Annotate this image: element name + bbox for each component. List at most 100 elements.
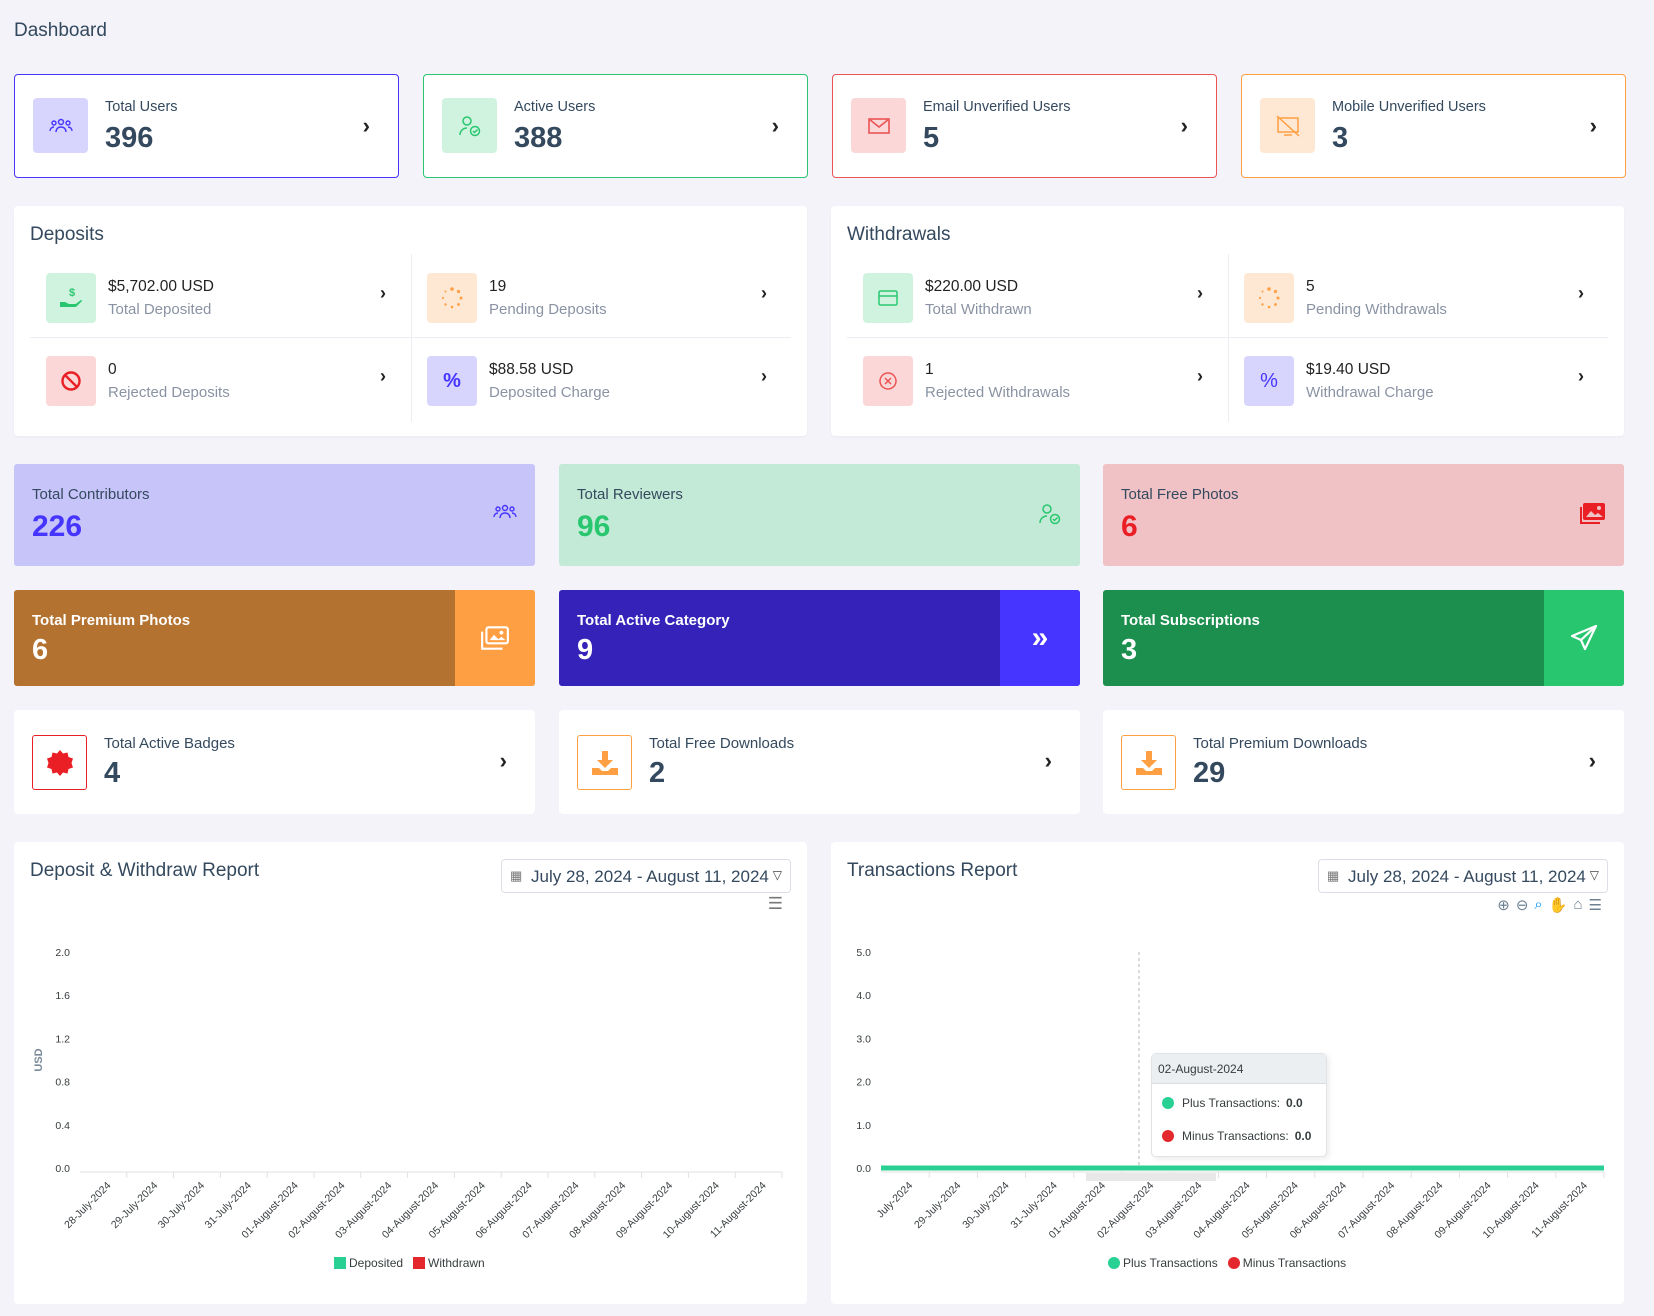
y-tick-label: 1.6 [55, 990, 70, 1002]
total-withdrawn-item[interactable]: $220.00 USD Total Withdrawn › [847, 256, 1227, 338]
rejected-withdrawals-item[interactable]: 1 Rejected Withdrawals › [847, 339, 1227, 421]
stat-total-active-badges[interactable]: Total Active Badges 4 › [14, 710, 535, 814]
stat-label: Total Active Badges [104, 735, 235, 752]
chevron-right-icon[interactable]: › [362, 113, 370, 138]
home-reset-icon[interactable]: ⌂ [1573, 896, 1583, 913]
user-check-icon [442, 98, 497, 153]
label: Pending Deposits [489, 301, 607, 318]
stat-total-free-photos[interactable]: Total Free Photos 6 [1103, 464, 1624, 566]
widget-value: 5 [923, 122, 940, 154]
label: Total Withdrawn [925, 301, 1032, 318]
widget-email-unverified[interactable]: Email Unverified Users 5 › [832, 74, 1217, 178]
stat-total-active-category[interactable]: Total Active Category 9 » [559, 590, 1080, 686]
rejected-deposits-item[interactable]: 0 Rejected Deposits › [30, 339, 410, 421]
stat-value: 9 [577, 634, 594, 666]
y-tick-label: 0.4 [55, 1120, 70, 1132]
chevron-right-icon[interactable]: › [1578, 283, 1584, 303]
chevron-right-icon[interactable]: › [761, 283, 767, 303]
svg-text:$: $ [69, 287, 75, 299]
label: Pending Withdrawals [1306, 301, 1447, 318]
chevron-right-icon[interactable]: › [1578, 366, 1584, 386]
tooltip-plus-row: Plus Transactions: 0.0 [1162, 1096, 1303, 1110]
pending-deposits-item[interactable]: 19 Pending Deposits › [411, 256, 791, 338]
stat-total-contributors[interactable]: Total Contributors 226 [14, 464, 535, 566]
stat-label: Total Premium Photos [32, 612, 191, 629]
chart-legend: Plus Transactions Minus Transactions [1108, 1256, 1346, 1270]
x-tick-label: 30-July-2024 [156, 1180, 208, 1232]
stat-label: Total Active Category [577, 612, 730, 629]
stat-total-premium-downloads[interactable]: Total Premium Downloads 29 › [1103, 710, 1624, 814]
y-tick-label: 5.0 [856, 947, 871, 959]
chevron-right-icon[interactable]: › [380, 283, 386, 303]
stat-total-free-downloads[interactable]: Total Free Downloads 2 › [559, 710, 1080, 814]
tooltip-date: 02-August-2024 [1152, 1054, 1326, 1084]
users-icon [33, 98, 88, 153]
chevron-right-icon[interactable]: › [1044, 748, 1052, 773]
stat-total-subscriptions[interactable]: Total Subscriptions 3 [1103, 590, 1624, 686]
value: 0 [108, 361, 117, 378]
hand-dollar-icon: $ [46, 273, 96, 323]
value: $5,702.00 USD [108, 278, 214, 295]
calendar-icon: ▦ [1327, 868, 1340, 883]
chart-toolbar: ⊕ ⊖ ⌕ ✋ ⌂ ☰ [1497, 896, 1602, 914]
pending-withdrawals-item[interactable]: 5 Pending Withdrawals › [1228, 256, 1608, 338]
widget-active-users[interactable]: Active Users 388 › [423, 74, 808, 178]
widget-total-users[interactable]: Total Users 396 › [14, 74, 399, 178]
stat-label: Total Premium Downloads [1193, 735, 1368, 752]
stat-total-reviewers[interactable]: Total Reviewers 96 [559, 464, 1080, 566]
stat-label: Total Reviewers [577, 486, 683, 503]
total-deposited-item[interactable]: $ $5,702.00 USD Total Deposited › [30, 256, 410, 338]
chevron-right-icon[interactable]: › [499, 748, 507, 773]
percent-icon: % [427, 356, 477, 406]
envelope-icon [851, 98, 906, 153]
date-range-text: July 28, 2024 - August 11, 2024 [1348, 867, 1586, 886]
x-tick-label: 31-July-2024 [203, 1180, 255, 1232]
widget-label: Mobile Unverified Users [1332, 99, 1486, 115]
images-icon [1578, 502, 1606, 532]
y-tick-label: 0.0 [856, 1163, 871, 1175]
deposit-withdraw-report-panel: Deposit & Withdraw Report ▦ July 28, 202… [14, 842, 807, 1304]
stat-label: Total Subscriptions [1121, 612, 1260, 629]
legend-withdrawn[interactable]: Withdrawn [413, 1256, 485, 1270]
deposited-charge-item[interactable]: % $88.58 USD Deposited Charge › [411, 339, 791, 421]
x-tick-label: 30-July-2024 [960, 1180, 1012, 1232]
zoom-out-icon[interactable]: ⊖ [1515, 897, 1529, 914]
zoom-select-icon[interactable]: ⌕ [1534, 896, 1543, 913]
chevron-right-icon[interactable]: › [1588, 748, 1596, 773]
y-tick-label: 2.0 [55, 947, 70, 959]
stat-value: 2 [649, 757, 666, 789]
date-range-text: July 28, 2024 - August 11, 2024 [531, 867, 769, 886]
legend-deposited[interactable]: Deposited [334, 1256, 403, 1270]
legend-minus-transactions[interactable]: Minus Transactions [1227, 1256, 1346, 1270]
pan-hand-icon[interactable]: ✋ [1548, 897, 1568, 914]
chevron-right-icon[interactable]: › [1197, 283, 1203, 303]
menu-icon[interactable]: ☰ [767, 894, 783, 913]
menu-icon[interactable]: ☰ [1588, 897, 1602, 914]
value: 5 [1306, 278, 1315, 295]
chevron-right-icon[interactable]: › [1180, 113, 1188, 138]
download-icon [577, 735, 632, 790]
transactions-chart: 0.01.02.03.04.05.0July-202429-July-20243… [856, 947, 1605, 1241]
date-range-picker[interactable]: ▦ July 28, 2024 - August 11, 2024 ▽ [501, 859, 791, 893]
stat-value: 6 [1121, 510, 1138, 543]
zoom-in-icon[interactable]: ⊕ [1497, 897, 1510, 914]
x-tick-label: 29-July-2024 [912, 1180, 964, 1232]
withdrawal-charge-item[interactable]: % $19.40 USD Withdrawal Charge › [1228, 339, 1608, 421]
paper-plane-icon [1544, 590, 1624, 686]
deposits-panel: Deposits $ $5,702.00 USD Total Deposited… [14, 206, 807, 436]
widget-value: 388 [514, 122, 563, 154]
chevron-right-icon[interactable]: › [761, 366, 767, 386]
widget-mobile-unverified[interactable]: Mobile Unverified Users 3 › [1241, 74, 1626, 178]
y-tick-label: 0.8 [55, 1077, 70, 1089]
chevron-right-icon[interactable]: › [380, 366, 386, 386]
chevron-right-icon[interactable]: › [1589, 113, 1597, 138]
mobile-off-icon [1260, 98, 1315, 153]
x-tooltip-box [1086, 1173, 1216, 1181]
date-range-picker[interactable]: ▦ July 28, 2024 - August 11, 2024 ▽ [1318, 859, 1608, 893]
chevron-right-icon[interactable]: › [771, 113, 779, 138]
legend-plus-transactions[interactable]: Plus Transactions [1108, 1256, 1218, 1270]
chevron-right-icon[interactable]: › [1197, 366, 1203, 386]
spinner-icon [427, 273, 477, 323]
chevron-down-icon: ▽ [1589, 868, 1599, 882]
stat-total-premium-photos[interactable]: Total Premium Photos 6 [14, 590, 535, 686]
